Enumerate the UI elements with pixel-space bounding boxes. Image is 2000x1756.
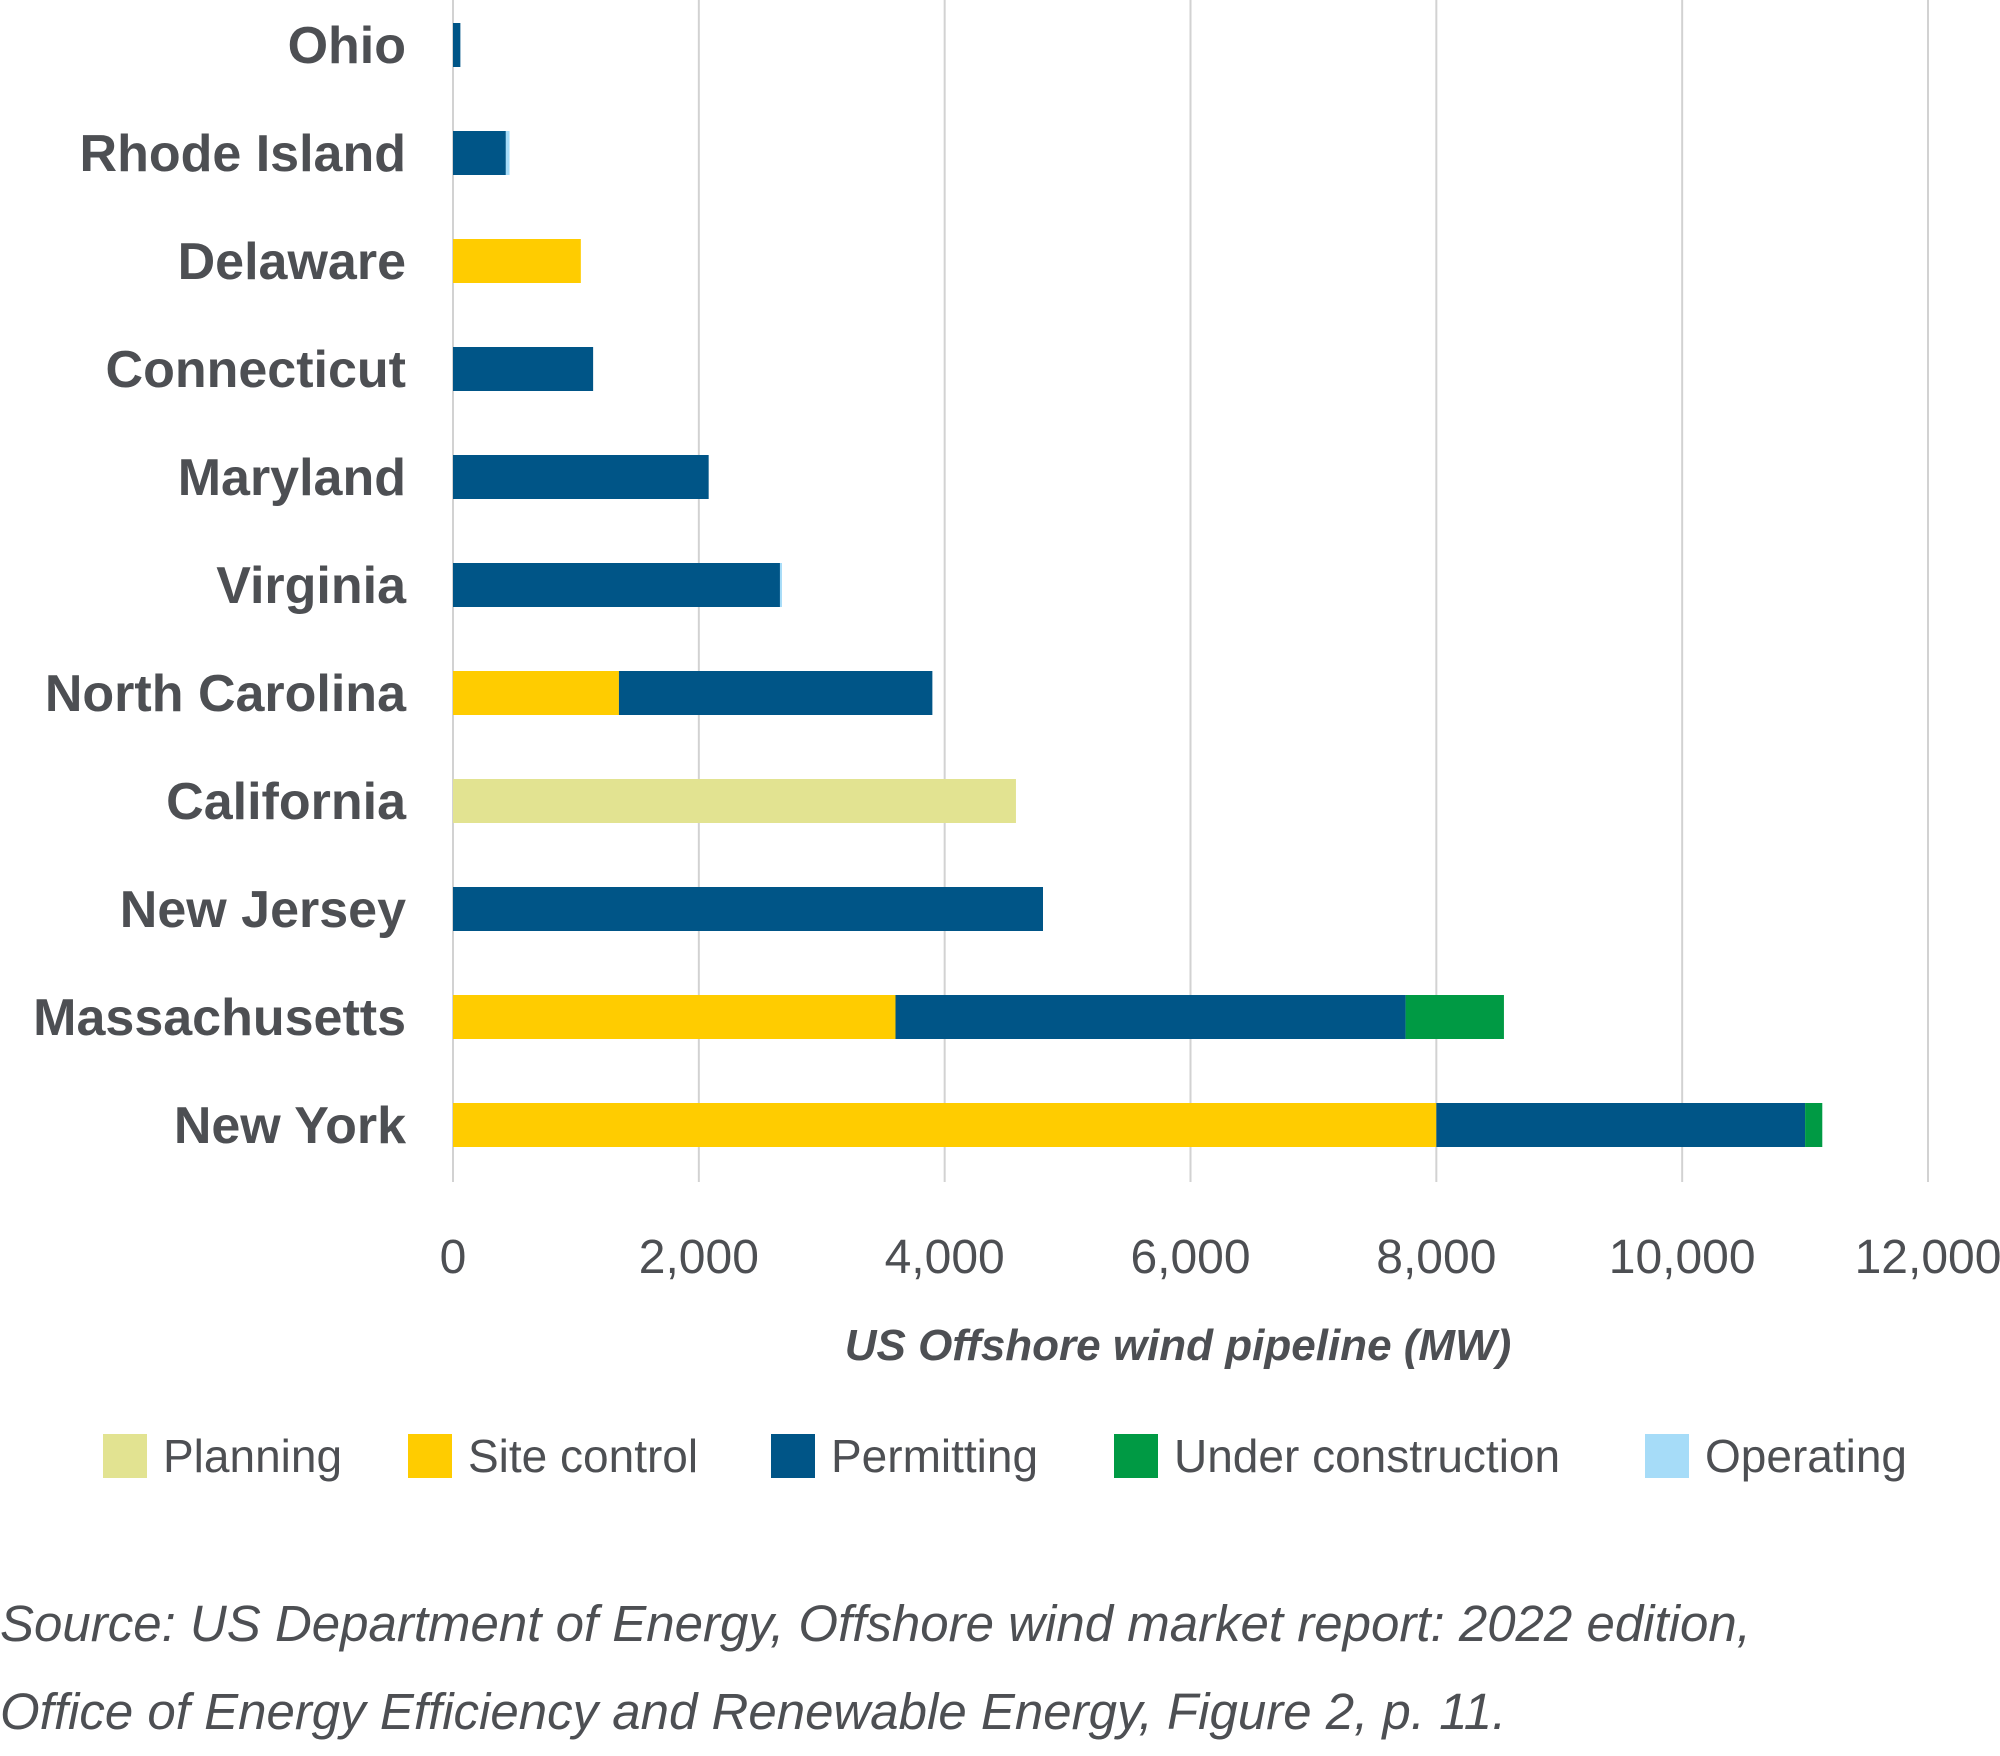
category-label: Ohio: [288, 17, 406, 75]
legend-swatch: [1114, 1434, 1158, 1478]
x-tick-label: 4,000: [885, 1231, 1005, 1284]
bar-segment: [453, 671, 619, 715]
x-axis-title: US Offshore wind pipeline (MW): [845, 1321, 1512, 1370]
x-tick-label: 6,000: [1130, 1231, 1250, 1284]
source-line-1: Source: US Department of Energy, Offshor…: [0, 1595, 1751, 1652]
legend-label: Site control: [468, 1430, 698, 1482]
category-label: New York: [174, 1097, 406, 1155]
x-tick-label: 8,000: [1376, 1231, 1496, 1284]
category-label: Virginia: [216, 557, 407, 615]
legend-label: Planning: [163, 1430, 342, 1482]
stacked-bar-chart: Ohio Rhode Island Delaware Connecticut Maryl…: [33, 0, 2000, 1482]
category-label: North Carolina: [45, 665, 407, 723]
category-label: Connecticut: [106, 341, 406, 399]
category-label: Rhode Island: [80, 125, 406, 183]
source-note: Source: US Department of Energy, Offshor…: [0, 1580, 2000, 1756]
source-line-2: Office of Energy Efficiency and Renewabl…: [0, 1683, 1507, 1740]
legend-swatch: [408, 1434, 452, 1478]
bar-segment: [453, 995, 896, 1039]
x-tick-label: 2,000: [639, 1231, 759, 1284]
bar-segment: [779, 563, 782, 607]
legend-swatch: [1645, 1434, 1689, 1478]
bar-segment: [1805, 1103, 1823, 1147]
legend-label: Operating: [1705, 1430, 1907, 1482]
category-label: New Jersey: [120, 881, 406, 939]
bar-segment: [505, 131, 510, 175]
bar-segment: [453, 131, 506, 175]
gridlines: [452, 0, 1929, 1182]
x-tick-label: 0: [440, 1231, 467, 1284]
bar-segment: [453, 23, 461, 67]
bar-segment: [1405, 995, 1504, 1039]
bar-segment: [453, 779, 1016, 823]
x-tick-labels: 0 2,000 4,000 6,000 8,000 10,000 12,000: [440, 1231, 2000, 1284]
x-tick-label: 12,000: [1855, 1231, 2000, 1284]
bar-segment: [453, 239, 581, 283]
category-label: Delaware: [178, 233, 406, 291]
bar-segment: [618, 671, 933, 715]
legend-label: Under construction: [1174, 1430, 1560, 1482]
legend-swatch: [771, 1434, 815, 1478]
category-label: California: [166, 773, 407, 831]
bar-segment: [895, 995, 1406, 1039]
category-label: Massachusetts: [33, 989, 406, 1047]
bars: [453, 23, 1823, 1147]
bar-segment: [453, 347, 594, 391]
x-tick-label: 10,000: [1609, 1231, 1756, 1284]
bar-segment: [453, 887, 1043, 931]
bar-segment: [453, 1103, 1437, 1147]
category-label: Maryland: [178, 449, 406, 507]
legend: Planning Site control Permitting Under cons…: [103, 1430, 1907, 1482]
legend-label: Permitting: [831, 1430, 1038, 1482]
category-labels: Ohio Rhode Island Delaware Connecticut Maryl…: [33, 17, 407, 1155]
bar-segment: [453, 455, 709, 499]
legend-swatch: [103, 1434, 147, 1478]
bar-segment: [453, 563, 780, 607]
bar-segment: [1436, 1103, 1806, 1147]
